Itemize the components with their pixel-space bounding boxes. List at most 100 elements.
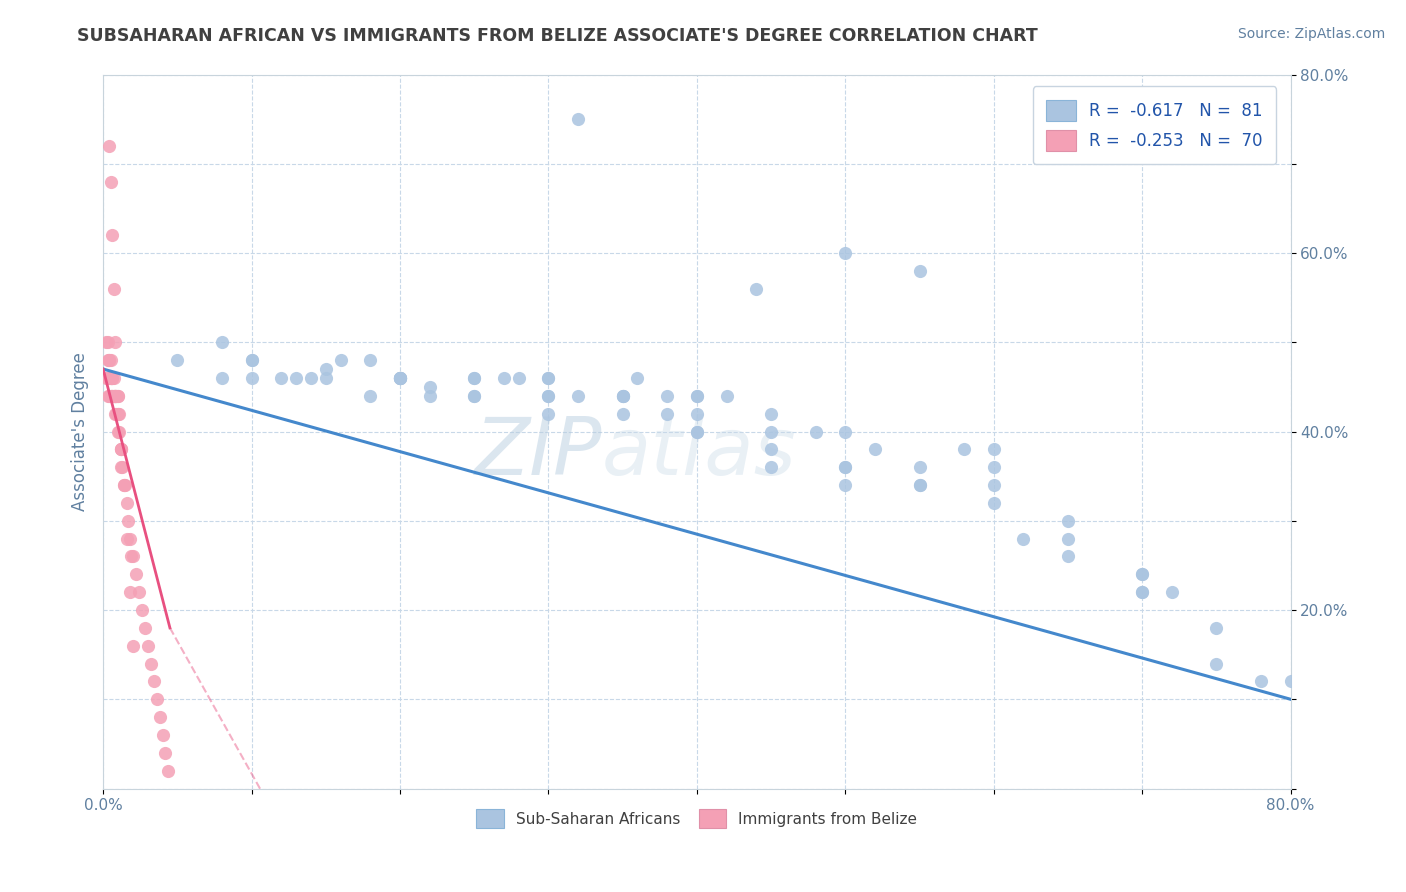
Point: [104, 389, 127, 403]
Point: [100, 389, 122, 403]
Point: [142, 674, 165, 689]
Point: [145, 692, 167, 706]
Point: [100, 389, 122, 403]
Point: [537, 389, 560, 403]
Point: [537, 371, 560, 385]
Point: [155, 746, 177, 760]
Point: [1250, 674, 1272, 689]
Point: [103, 389, 125, 403]
Point: [329, 353, 352, 368]
Point: [107, 407, 129, 421]
Point: [299, 371, 322, 385]
Point: [136, 639, 159, 653]
Point: [101, 371, 124, 385]
Point: [104, 335, 127, 350]
Point: [612, 389, 634, 403]
Text: Source: ZipAtlas.com: Source: ZipAtlas.com: [1237, 27, 1385, 41]
Point: [863, 442, 886, 457]
Point: [567, 112, 589, 127]
Text: atlas: atlas: [602, 414, 797, 492]
Point: [104, 407, 127, 421]
Point: [716, 389, 738, 403]
Point: [612, 389, 634, 403]
Text: SUBSAHARAN AFRICAN VS IMMIGRANTS FROM BELIZE ASSOCIATE'S DEGREE CORRELATION CHAR: SUBSAHARAN AFRICAN VS IMMIGRANTS FROM BE…: [77, 27, 1038, 45]
Point: [612, 389, 634, 403]
Point: [118, 585, 141, 599]
Point: [1057, 532, 1080, 546]
Point: [908, 460, 931, 475]
Point: [834, 246, 856, 260]
Point: [112, 478, 135, 492]
Point: [537, 371, 560, 385]
Point: [108, 407, 131, 421]
Point: [834, 425, 856, 439]
Point: [98, 353, 121, 368]
Point: [359, 353, 381, 368]
Point: [759, 425, 782, 439]
Point: [101, 389, 124, 403]
Point: [107, 389, 129, 403]
Point: [211, 335, 233, 350]
Point: [908, 264, 931, 278]
Text: ZIP: ZIP: [474, 414, 602, 492]
Point: [388, 371, 411, 385]
Point: [101, 389, 124, 403]
Point: [115, 532, 138, 546]
Point: [612, 407, 634, 421]
Point: [657, 389, 679, 403]
Point: [1057, 549, 1080, 564]
Point: [97, 335, 120, 350]
Point: [108, 425, 131, 439]
Point: [97, 353, 120, 368]
Point: [100, 371, 122, 385]
Point: [105, 389, 128, 403]
Point: [110, 442, 132, 457]
Point: [686, 389, 709, 403]
Point: [112, 478, 135, 492]
Point: [1279, 674, 1302, 689]
Point: [315, 371, 337, 385]
Point: [115, 496, 138, 510]
Point: [419, 380, 441, 394]
Point: [100, 371, 122, 385]
Point: [107, 407, 129, 421]
Point: [98, 139, 121, 153]
Point: [103, 389, 125, 403]
Point: [908, 478, 931, 492]
Point: [125, 567, 148, 582]
Point: [419, 389, 441, 403]
Point: [463, 371, 485, 385]
Point: [1130, 585, 1153, 599]
Point: [285, 371, 308, 385]
Point: [759, 460, 782, 475]
Point: [1057, 514, 1080, 528]
Point: [388, 371, 411, 385]
Point: [953, 442, 976, 457]
Point: [103, 371, 125, 385]
Point: [121, 639, 143, 653]
Point: [315, 362, 337, 376]
Point: [983, 442, 1005, 457]
Point: [97, 371, 120, 385]
Point: [657, 407, 679, 421]
Point: [240, 353, 263, 368]
Point: [134, 621, 156, 635]
Point: [98, 371, 121, 385]
Point: [270, 371, 292, 385]
Point: [139, 657, 162, 671]
Point: [834, 478, 856, 492]
Point: [107, 425, 129, 439]
Point: [983, 460, 1005, 475]
Point: [492, 371, 515, 385]
Point: [98, 389, 121, 403]
Point: [117, 514, 139, 528]
Point: [834, 460, 856, 475]
Point: [105, 389, 128, 403]
Point: [100, 371, 122, 385]
Point: [686, 425, 709, 439]
Point: [111, 460, 134, 475]
Point: [759, 442, 782, 457]
Point: [537, 407, 560, 421]
Point: [983, 478, 1005, 492]
Point: [152, 728, 174, 742]
